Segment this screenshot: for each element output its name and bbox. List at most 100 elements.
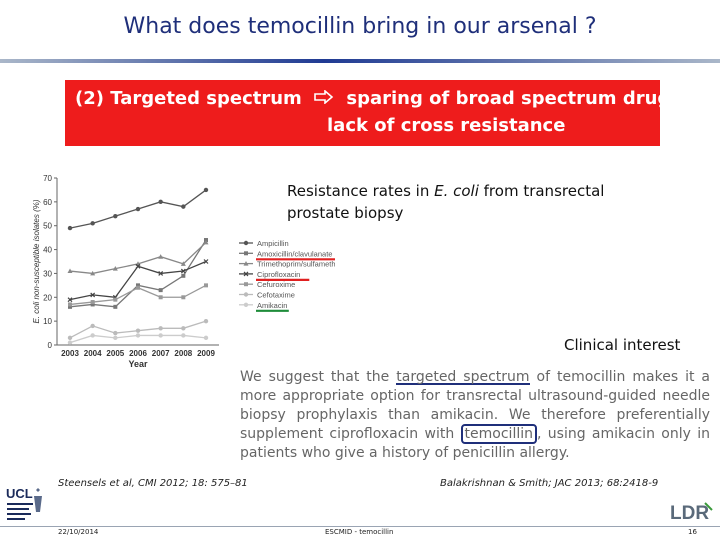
data-point bbox=[243, 302, 249, 307]
data-point bbox=[158, 254, 164, 259]
data-point bbox=[67, 225, 73, 231]
data-point bbox=[243, 240, 249, 246]
data-point bbox=[181, 333, 186, 338]
reference-right: Balakrishnan & Smith; JAC 2013; 68:2418-… bbox=[440, 478, 659, 489]
data-point bbox=[243, 292, 249, 297]
x-tick-label: 2006 bbox=[129, 349, 147, 358]
x-tick-label: 2003 bbox=[61, 349, 79, 358]
title-divider bbox=[0, 59, 720, 63]
y-tick-label: 10 bbox=[43, 317, 52, 326]
data-point bbox=[90, 323, 95, 329]
data-point bbox=[112, 266, 118, 271]
legend-label: Cefuroxime bbox=[257, 280, 295, 289]
y-tick-label: 20 bbox=[43, 293, 52, 302]
legend-label: Amikacin bbox=[257, 301, 287, 310]
data-point bbox=[90, 302, 95, 307]
x-tick-label: 2005 bbox=[106, 349, 124, 358]
data-point bbox=[180, 268, 186, 274]
data-point bbox=[68, 302, 72, 307]
page-number: 16 bbox=[688, 528, 697, 536]
chart-caption: Resistance rates in E. coli from transre… bbox=[287, 180, 607, 224]
quote-text: of temocillin makes it a more appropriat… bbox=[240, 369, 711, 442]
y-tick-label: 40 bbox=[43, 246, 52, 255]
data-point bbox=[113, 304, 118, 309]
x-tick-label: 2009 bbox=[197, 349, 215, 358]
data-point bbox=[68, 304, 72, 309]
data-point bbox=[135, 333, 141, 338]
hollow-right-arrow-icon bbox=[314, 88, 334, 109]
y-tick-label: 0 bbox=[48, 341, 53, 350]
legend-label: Cefotaxime bbox=[257, 291, 295, 300]
y-axis-label: E. coli non-susceptible isolates (%) bbox=[32, 199, 41, 323]
footer-divider bbox=[0, 526, 720, 527]
series-line bbox=[69, 241, 207, 275]
x-tick-label: 2007 bbox=[152, 349, 170, 358]
data-point bbox=[90, 270, 96, 276]
y-tick-label: 60 bbox=[43, 198, 52, 207]
data-point bbox=[244, 282, 248, 287]
data-point bbox=[158, 271, 164, 276]
data-point bbox=[90, 333, 95, 338]
caption-text: Resistance rates in bbox=[287, 182, 435, 200]
data-point bbox=[203, 318, 209, 324]
resistance-line-chart: 0 10 20 30 40 50 60 70 2003 2004 2005 2006 2007 2008 2… bbox=[32, 174, 335, 369]
data-point bbox=[90, 221, 95, 226]
ucl-logo: UCL bbox=[6, 486, 42, 520]
banner-line-1: (2) Targeted spectrum sparing of broad s… bbox=[75, 88, 681, 109]
footer-date: 22/10/2014 bbox=[58, 528, 99, 536]
caption-text-end: from transrectal prostate biopsy bbox=[287, 182, 605, 222]
y-tick-label: 70 bbox=[43, 174, 52, 183]
data-point bbox=[135, 328, 141, 333]
data-point bbox=[136, 283, 140, 288]
data-point bbox=[67, 340, 73, 345]
data-point bbox=[181, 326, 186, 331]
legend-label: Ciprofloxacin bbox=[257, 270, 300, 279]
quote-text: We suggest that the bbox=[240, 369, 397, 385]
data-point bbox=[204, 283, 208, 288]
reference-left: Steensels et al, CMI 2012; 18: 575–81 bbox=[58, 478, 248, 489]
data-point bbox=[203, 259, 209, 264]
data-point bbox=[113, 330, 118, 336]
data-point bbox=[158, 199, 163, 205]
data-point bbox=[158, 333, 163, 338]
data-point bbox=[181, 273, 186, 278]
data-point bbox=[181, 204, 186, 209]
data-point bbox=[113, 335, 118, 341]
data-point bbox=[158, 295, 163, 300]
data-point bbox=[90, 300, 95, 305]
data-point bbox=[135, 206, 141, 212]
banner-prefix: (2) Targeted spectrum bbox=[75, 88, 302, 109]
data-point bbox=[203, 239, 209, 245]
data-point bbox=[243, 271, 249, 277]
legend-label: Ampicillin bbox=[257, 239, 289, 248]
quote-highlight-targeted-spectrum: targeted spectrum bbox=[396, 369, 530, 385]
quote-paragraph: We suggest that the targeted spectrum of… bbox=[240, 368, 710, 463]
slide-title: What does temocillin bring in our arsena… bbox=[123, 14, 597, 39]
footer-event: ESCMID - temocillin bbox=[325, 528, 394, 536]
data-point bbox=[158, 326, 163, 331]
data-point bbox=[67, 297, 73, 303]
legend-label: Trimethoprim/sulfamethoxazole bbox=[257, 260, 335, 269]
data-point bbox=[67, 335, 73, 341]
data-point bbox=[203, 335, 209, 341]
quote-highlight-temocillin: temocillin bbox=[460, 424, 537, 444]
ldr-logo-text: LDR bbox=[670, 503, 709, 524]
x-axis-label: Year bbox=[128, 359, 148, 369]
data-point bbox=[181, 295, 186, 300]
data-point bbox=[113, 213, 118, 219]
quote-text: , using amikacin only in patients who gi… bbox=[240, 426, 710, 461]
caption-species: E. coli bbox=[434, 182, 479, 200]
data-point bbox=[158, 288, 163, 293]
legend-label: Amoxicillin/clavulanate bbox=[257, 249, 332, 258]
data-point bbox=[180, 261, 186, 266]
data-point bbox=[203, 187, 209, 193]
data-point bbox=[135, 263, 141, 269]
ldr-logo: LDR bbox=[670, 502, 713, 524]
ucl-logo-text: UCL bbox=[6, 486, 33, 501]
highlight-banner: (2) Targeted spectrum sparing of broad s… bbox=[65, 80, 681, 146]
series-line bbox=[69, 260, 207, 301]
data-point bbox=[67, 268, 73, 274]
data-point bbox=[244, 251, 248, 256]
data-point bbox=[113, 297, 118, 302]
data-point bbox=[90, 292, 96, 298]
